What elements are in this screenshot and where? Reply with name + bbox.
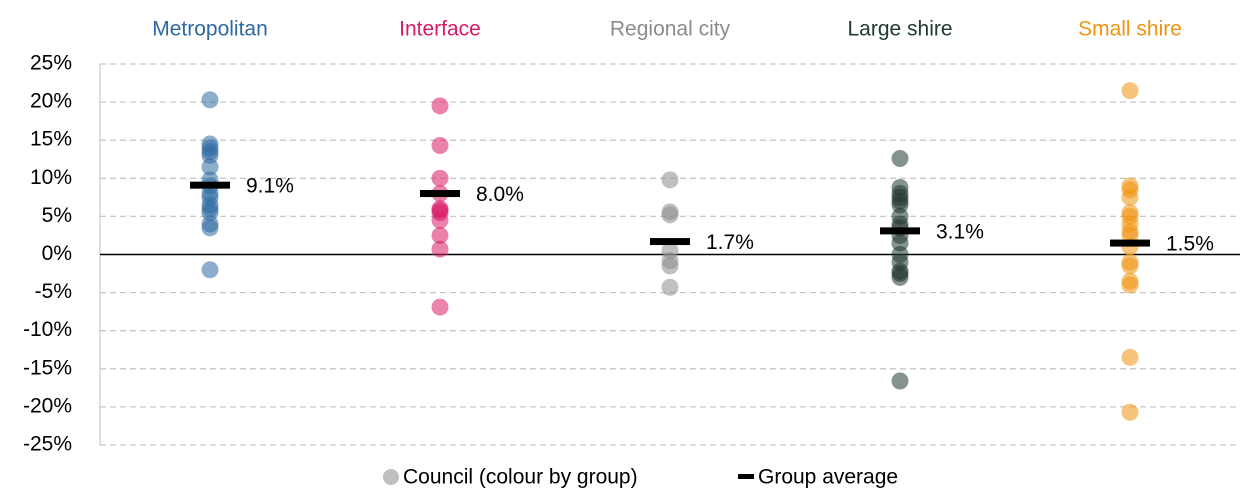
- average-bar: [190, 181, 230, 189]
- y-tick-label: -20%: [23, 394, 72, 417]
- council-dot: [891, 372, 909, 390]
- council-dot: [661, 206, 679, 224]
- council-dot: [1121, 276, 1139, 294]
- y-tick-label: 5%: [42, 204, 72, 227]
- council-dot: [891, 268, 909, 286]
- council-dot: [431, 298, 449, 316]
- legend-dot: [383, 469, 399, 485]
- council-dot: [891, 149, 909, 167]
- y-tick-label: 0%: [42, 242, 72, 265]
- council-dot: [201, 219, 219, 237]
- group-label: Metropolitan: [152, 18, 268, 41]
- average-bar: [1110, 239, 1150, 247]
- average-label: 8.0%: [476, 183, 524, 206]
- average-bar: [880, 227, 920, 235]
- y-tick-label: -15%: [23, 356, 72, 379]
- council-dot: [201, 158, 219, 176]
- y-tick-label: -25%: [23, 433, 72, 456]
- council-dot: [661, 278, 679, 296]
- council-dot: [201, 261, 219, 279]
- council-dot: [1121, 348, 1139, 366]
- legend-label: Council (colour by group): [403, 466, 638, 489]
- council-dot: [1121, 257, 1139, 275]
- council-dot: [1121, 403, 1139, 421]
- council-dot: [201, 91, 219, 109]
- council-dot: [431, 240, 449, 258]
- council-dot: [661, 257, 679, 275]
- average-bar: [650, 238, 690, 246]
- legend-bar: [738, 474, 754, 479]
- group-label: Regional city: [610, 18, 731, 41]
- council-dot: [1121, 82, 1139, 100]
- group-label: Interface: [399, 18, 481, 41]
- group-label: Large shire: [847, 18, 952, 41]
- average-bar: [420, 190, 460, 198]
- council-dot: [661, 171, 679, 189]
- y-tick-label: 25%: [30, 52, 72, 75]
- council-dot: [1121, 188, 1139, 206]
- y-tick-label: 20%: [30, 90, 72, 113]
- council-dot: [431, 226, 449, 244]
- council-dot: [431, 169, 449, 187]
- y-tick-label: -10%: [23, 318, 72, 341]
- y-tick-label: 15%: [30, 128, 72, 151]
- average-label: 9.1%: [246, 175, 294, 198]
- average-label: 1.5%: [1166, 233, 1214, 256]
- average-label: 1.7%: [706, 231, 754, 254]
- y-tick-label: -5%: [35, 280, 72, 303]
- group-label: Small shire: [1078, 18, 1182, 41]
- y-tick-label: 10%: [30, 166, 72, 189]
- council-dot: [431, 137, 449, 155]
- legend-label: Group average: [758, 466, 898, 489]
- council-dot: [431, 211, 449, 229]
- average-label: 3.1%: [936, 220, 984, 243]
- council-dot: [431, 97, 449, 115]
